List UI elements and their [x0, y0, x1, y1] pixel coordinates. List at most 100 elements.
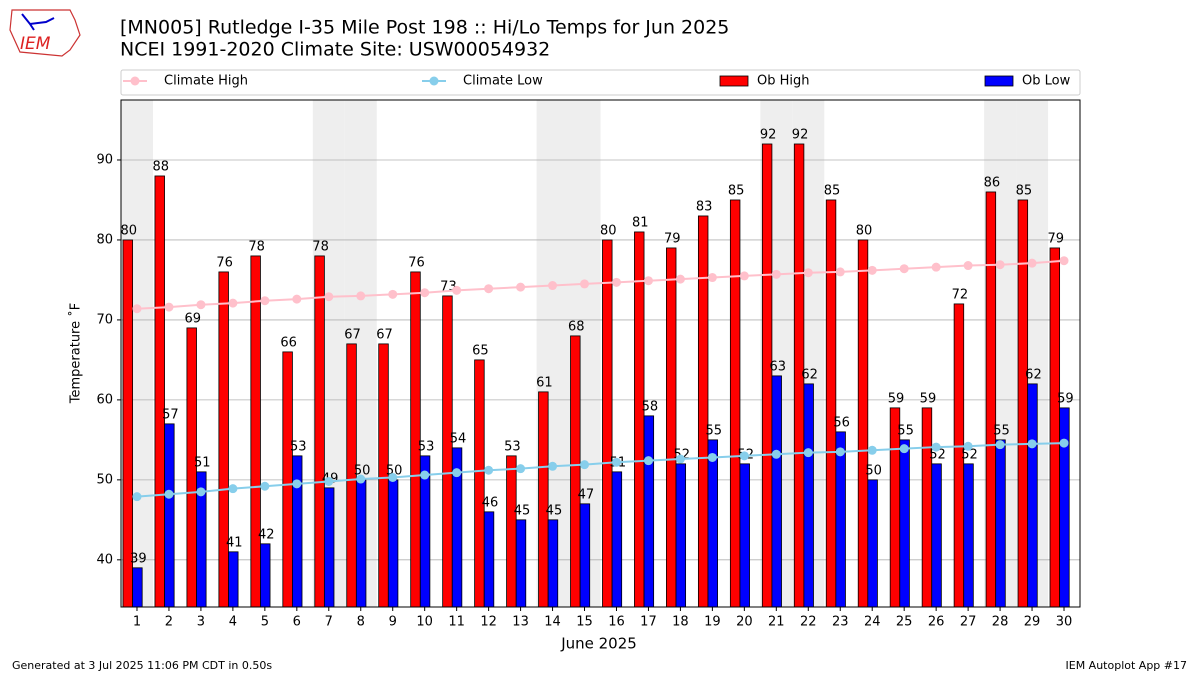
- bar-label: 85: [728, 183, 745, 198]
- legend-label: Climate Low: [463, 74, 543, 89]
- bar: [154, 175, 165, 608]
- line-point: [963, 261, 973, 271]
- bar-label: 86: [984, 175, 1001, 190]
- bar-label: 50: [865, 463, 882, 478]
- line-point: [1059, 438, 1069, 448]
- bar-label: 57: [162, 407, 179, 422]
- line-point: [931, 442, 941, 452]
- line: [136, 259, 1065, 310]
- line-point: [292, 294, 302, 304]
- bar: [323, 487, 335, 608]
- y-axis-label: Temperature ˚F: [68, 303, 84, 404]
- line-point: [388, 289, 398, 299]
- line-point: [739, 451, 749, 461]
- line-point: [164, 489, 174, 499]
- line-point: [739, 271, 749, 281]
- bar: [547, 519, 559, 608]
- bar-label: 76: [216, 255, 233, 270]
- x-tick-label: 14: [544, 615, 561, 630]
- bar: [282, 351, 293, 608]
- bar: [260, 543, 271, 608]
- line-point: [771, 269, 781, 279]
- bar-label: 80: [856, 223, 873, 238]
- bar-label: 67: [344, 327, 361, 342]
- line-point: [260, 481, 270, 491]
- y-tick-label: 70: [96, 312, 113, 327]
- y-tick-label: 60: [96, 392, 113, 407]
- line-point: [963, 441, 973, 451]
- x-tick-label: 28: [992, 615, 1009, 630]
- x-tick-label: 4: [229, 615, 237, 630]
- bar: [985, 191, 997, 608]
- bar-label: 81: [632, 215, 649, 230]
- bar-label: 52: [961, 447, 978, 462]
- line-point: [611, 457, 621, 467]
- bar-label: 80: [121, 223, 138, 238]
- line-point: [548, 281, 558, 291]
- line-point: [580, 279, 590, 289]
- bar-label: 58: [642, 399, 659, 414]
- line-point: [580, 460, 590, 470]
- line-point: [228, 298, 238, 308]
- legend-label: Ob High: [757, 74, 810, 89]
- x-tick-label: 27: [960, 615, 977, 630]
- bar-label: 54: [450, 431, 467, 446]
- bar-label: 42: [258, 527, 275, 542]
- line-point: [803, 268, 813, 278]
- x-tick-label: 30: [1056, 615, 1073, 630]
- bar-label: 78: [312, 239, 329, 254]
- x-tick-label: 9: [389, 615, 397, 630]
- line-point: [771, 449, 781, 459]
- bar: [1017, 199, 1029, 608]
- bar: [132, 567, 143, 608]
- x-tick-label: 26: [928, 615, 945, 630]
- bar: [899, 439, 910, 608]
- line-point: [995, 440, 1005, 450]
- x-tick-label: 11: [448, 615, 465, 630]
- bar: [387, 479, 399, 608]
- bar-label: 46: [482, 495, 499, 510]
- bar-label: 52: [929, 447, 946, 462]
- legend-marker: [130, 76, 140, 86]
- bar-label: 47: [578, 487, 595, 502]
- bar-label: 67: [376, 327, 393, 342]
- bar-label: 51: [194, 455, 211, 470]
- bar-label: 53: [290, 439, 307, 454]
- x-tick-label: 1: [133, 615, 141, 630]
- x-tick-label: 3: [197, 615, 205, 630]
- line-point: [707, 452, 717, 462]
- bar: [707, 439, 718, 608]
- line-point: [643, 276, 653, 286]
- line-point: [835, 447, 845, 457]
- line-point: [356, 474, 366, 484]
- bar-label: 78: [248, 239, 265, 254]
- x-tick-label: 24: [864, 615, 881, 630]
- x-tick-label: 7: [325, 615, 333, 630]
- bar: [835, 431, 846, 608]
- bar: [675, 463, 687, 608]
- x-tick-label: 12: [480, 615, 497, 630]
- bar-label: 56: [833, 415, 850, 430]
- chart-subtitle: NCEI 1991-2020 Climate Site: USW00054932: [120, 39, 550, 61]
- bar-label: 88: [152, 159, 169, 174]
- bar: [634, 231, 645, 608]
- line-point: [899, 444, 909, 454]
- bar-label: 63: [769, 359, 786, 374]
- bar-label: 68: [568, 319, 585, 334]
- x-tick-label: 2: [165, 615, 173, 630]
- bar: [921, 407, 933, 608]
- bar-label: 65: [472, 343, 489, 358]
- bar-label: 41: [226, 535, 243, 550]
- legend-swatch: [984, 75, 1014, 87]
- chart-title: [MN005] Rutledge I-35 Mile Post 198 :: H…: [120, 17, 729, 39]
- line-point: [452, 468, 462, 478]
- line-point: [931, 262, 941, 272]
- bar: [218, 271, 229, 608]
- line-point: [324, 292, 334, 302]
- bar-label: 85: [824, 183, 841, 198]
- bar: [803, 383, 814, 608]
- x-tick-label: 21: [768, 615, 785, 630]
- line-point: [675, 274, 685, 284]
- line-point: [516, 464, 526, 474]
- bar: [506, 455, 517, 608]
